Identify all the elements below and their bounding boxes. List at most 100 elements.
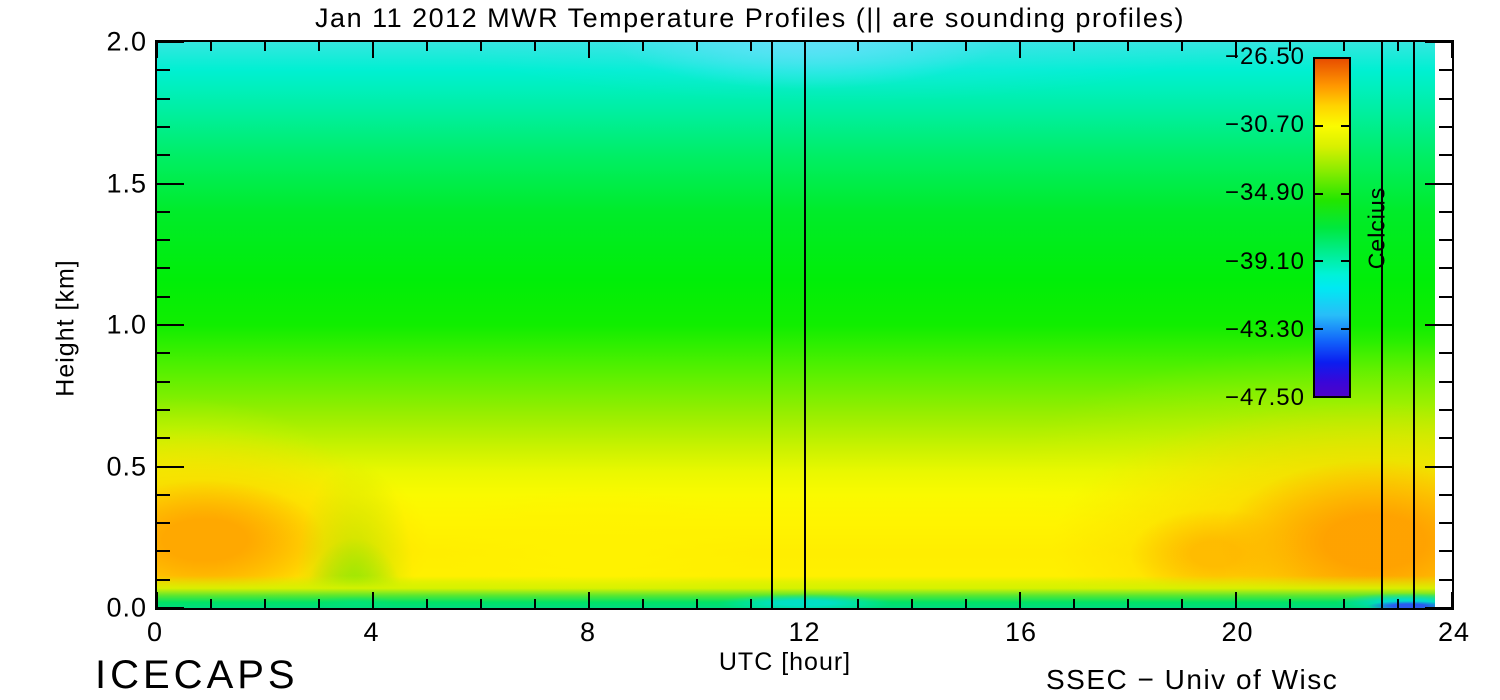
y-tick-label: 1.0 (106, 309, 147, 340)
y-tick-right (1439, 125, 1452, 128)
x-tick-top (1397, 42, 1400, 51)
y-tick-right (1439, 267, 1452, 270)
x-tick-top (1289, 42, 1292, 51)
x-tick-bottom (263, 599, 266, 608)
x-tick-top (1181, 42, 1184, 51)
y-tick-right (1439, 522, 1452, 525)
x-tick-bottom (371, 592, 374, 608)
y-tick-left (157, 125, 170, 128)
x-tick-top (749, 42, 752, 51)
y-tick-right (1439, 239, 1452, 242)
x-tick-label: 8 (579, 617, 597, 647)
x-tick-label: 24 (1437, 617, 1471, 647)
x-tick-bottom (1289, 599, 1292, 608)
y-tick-right (1425, 324, 1452, 326)
x-tick-bottom (209, 599, 212, 608)
colorbar-tick (1341, 192, 1349, 195)
colorbar-tick (1315, 125, 1323, 128)
y-tick-left (157, 295, 170, 298)
x-tick-top (965, 42, 968, 51)
y-tick-label: 1.5 (106, 168, 147, 198)
x-tick-label: 12 (788, 617, 821, 647)
x-tick-top (587, 42, 590, 58)
y-tick-left (157, 352, 170, 355)
x-tick-bottom (533, 599, 536, 608)
x-tick-top (1235, 42, 1238, 58)
y-tick-right (1439, 210, 1452, 213)
y-tick-right (1425, 182, 1452, 185)
y-tick-right (1439, 408, 1452, 411)
x-tick-bottom (317, 599, 320, 608)
colorbar-unit-label: Celcius (1363, 186, 1390, 270)
y-tick-left (157, 578, 170, 581)
y-tick-left (157, 210, 170, 213)
y-tick-right (1439, 380, 1452, 383)
x-tick-bottom (1073, 599, 1076, 608)
x-tick-bottom (749, 599, 752, 608)
colorbar-tick-label: −39.10 (1224, 247, 1305, 275)
x-tick-top (371, 42, 374, 58)
y-tick-left (157, 408, 170, 411)
credit-label: SSEC − Univ of Wisc (1046, 664, 1339, 695)
x-tick-bottom (479, 599, 482, 608)
x-tick-top (425, 42, 428, 51)
colorbar-tick-label: −26.50 (1224, 43, 1305, 70)
colorbar-tick (1341, 327, 1349, 330)
x-tick-top (1451, 42, 1453, 58)
y-tick-left (157, 154, 170, 157)
x-tick-bottom (641, 599, 644, 608)
x-axis-title: UTC [hour] (718, 648, 852, 676)
y-tick-left (157, 69, 170, 72)
y-tick-right (1439, 550, 1452, 553)
y-tick-left (157, 41, 184, 43)
y-tick-left (157, 182, 184, 185)
x-tick-label: 0 (146, 617, 164, 647)
y-tick-right (1439, 578, 1452, 581)
x-tick-top (317, 42, 320, 51)
x-tick-top (857, 42, 860, 51)
y-tick-left (157, 267, 170, 270)
x-tick-bottom (1181, 599, 1184, 608)
y-tick-left (157, 607, 184, 609)
temperature-contour-field (157, 42, 1435, 608)
y-tick-right (1439, 295, 1452, 298)
y-tick-right (1425, 465, 1452, 468)
x-tick-top (1019, 42, 1022, 58)
sounding-profile-line (803, 42, 806, 608)
y-tick-right (1439, 437, 1452, 440)
x-tick-bottom (1127, 599, 1130, 608)
y-tick-left (157, 324, 184, 326)
y-tick-label: 2.0 (106, 26, 147, 57)
x-tick-label: 16 (1004, 617, 1038, 647)
y-tick-left (157, 437, 170, 440)
y-tick-left (157, 465, 184, 468)
colorbar (1313, 57, 1351, 398)
y-tick-left (157, 380, 170, 383)
x-tick-bottom (965, 599, 968, 608)
y-tick-right (1425, 41, 1452, 43)
x-tick-top (479, 42, 482, 51)
y-tick-label: 0.0 (106, 592, 147, 623)
colorbar-tick-label: −43.30 (1224, 315, 1305, 343)
y-tick-left (157, 97, 170, 100)
x-tick-bottom (1235, 592, 1238, 608)
y-tick-right (1439, 97, 1452, 100)
x-tick-bottom (156, 592, 158, 608)
colorbar-tick (1315, 192, 1323, 195)
project-label: ICECAPS (95, 653, 299, 697)
y-tick-left (157, 522, 170, 525)
y-tick-left (157, 239, 170, 242)
chart-title: Jan 11 2012 MWR Temperature Profiles (||… (315, 3, 1185, 33)
y-tick-right (1439, 493, 1452, 496)
x-tick-bottom (1451, 592, 1453, 608)
x-tick-top (1343, 42, 1346, 51)
plot-area (155, 40, 1454, 610)
colorbar-tick-label: −47.50 (1224, 384, 1305, 411)
x-tick-label: 4 (363, 617, 380, 647)
x-tick-top (911, 42, 914, 51)
y-tick-left (157, 493, 170, 496)
x-tick-bottom (587, 592, 590, 608)
y-tick-right (1425, 607, 1452, 609)
x-tick-label: 20 (1221, 617, 1254, 647)
